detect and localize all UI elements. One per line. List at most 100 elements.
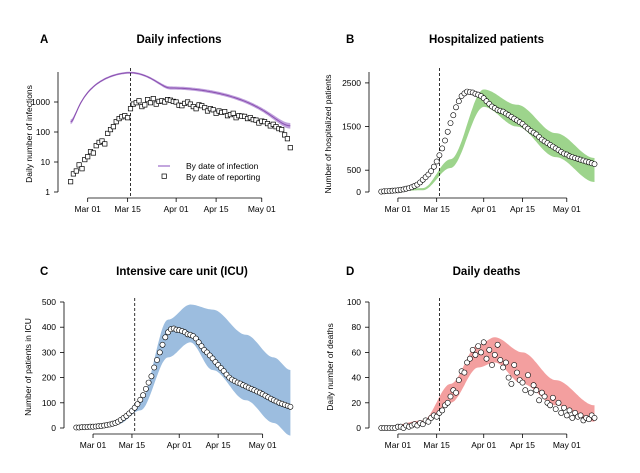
x-tick-label: Mar 01 [80, 440, 107, 450]
data-point [253, 117, 259, 123]
data-point [230, 110, 236, 116]
y-tick-label: 40 [352, 373, 362, 383]
infection-median-line [70, 72, 291, 127]
data-point [90, 150, 96, 156]
data-point [147, 100, 154, 106]
data-point [466, 355, 473, 362]
data-point [486, 346, 493, 353]
data-point [145, 97, 151, 103]
data-point [478, 349, 484, 356]
data-point [572, 409, 578, 416]
data-point [162, 334, 169, 341]
data-point [558, 409, 565, 416]
data-point [444, 399, 451, 406]
data-point [430, 163, 437, 170]
data-point [142, 385, 149, 392]
y-tick-label: 100 [42, 398, 56, 408]
data-point [591, 161, 598, 167]
x-tick-label: Apr 15 [510, 440, 535, 450]
data-point [148, 373, 155, 380]
y-axis-label: Number of hospitalized patients [323, 74, 333, 193]
data-point [514, 369, 520, 376]
data-point [547, 402, 554, 409]
data-point [489, 362, 495, 368]
data-point [125, 115, 131, 121]
uncertainty-band [76, 304, 291, 436]
uncertainty-band [381, 89, 595, 192]
data-point [436, 152, 443, 159]
data-point [195, 339, 202, 346]
x-tick-label: Apr 15 [510, 204, 535, 214]
data-point [134, 401, 141, 407]
data-point [76, 162, 82, 168]
x-tick-label: May 01 [248, 204, 276, 214]
data-point [99, 138, 105, 144]
chart-title: Intensive care unit (ICU) [116, 266, 248, 278]
data-point [483, 355, 490, 362]
data-point [439, 407, 446, 414]
data-point [447, 120, 454, 126]
data-point [450, 112, 457, 119]
data-point [502, 359, 509, 366]
x-tick-label: May 01 [249, 440, 277, 450]
y-tick-label: 1000 [31, 97, 50, 107]
data-point [419, 421, 426, 428]
legend-square-swatch [161, 173, 167, 179]
data-point [461, 369, 468, 376]
data-point [536, 397, 542, 404]
y-axis-label: Daily number of infections [24, 85, 34, 183]
data-point [491, 351, 498, 358]
data-point [193, 106, 199, 112]
x-tick-label: Mar 01 [385, 440, 412, 450]
x-tick-label: May 01 [553, 204, 581, 214]
data-point [105, 130, 111, 136]
y-tick-label: 2500 [342, 78, 361, 88]
y-tick-label: 0 [356, 423, 361, 433]
data-point [93, 143, 99, 149]
data-point [569, 414, 576, 421]
data-point [464, 359, 470, 366]
data-point [530, 382, 537, 389]
data-point [455, 98, 462, 105]
data-point [68, 179, 74, 185]
data-point [439, 145, 446, 152]
data-point [511, 362, 518, 368]
data-point [151, 364, 158, 371]
y-tick-label: 500 [42, 297, 56, 307]
x-tick-label: Mar 01 [385, 204, 412, 214]
data-point [555, 399, 562, 406]
data-point [156, 349, 163, 356]
data-point [222, 109, 228, 115]
y-tick-label: 1 [45, 187, 50, 197]
chart-title: Daily deaths [453, 266, 521, 278]
x-tick-label: Apr 15 [206, 440, 231, 450]
data-point [136, 98, 142, 104]
data-point [210, 107, 216, 113]
data-point [455, 377, 462, 383]
data-point [447, 393, 454, 400]
data-point [428, 168, 434, 174]
x-tick-label: Mar 15 [423, 440, 450, 450]
data-point [522, 387, 529, 394]
data-point [541, 393, 548, 400]
data-point [173, 99, 179, 105]
uncertainty-band [381, 337, 595, 428]
data-point [475, 343, 482, 349]
data-point [525, 372, 531, 378]
y-axis-label: Number of patients in ICU [23, 318, 33, 416]
x-tick-label: Apr 01 [471, 204, 496, 214]
data-point [591, 414, 598, 421]
data-point [70, 171, 76, 177]
data-point [453, 389, 459, 396]
data-point [202, 105, 208, 111]
data-point [472, 351, 479, 358]
y-axis-label: Daily number of deaths [325, 323, 335, 410]
y-tick-label: 100 [36, 127, 50, 137]
y-tick-label: 0 [356, 187, 361, 197]
data-point [154, 357, 160, 363]
panel-c: C Intensive care unit (ICU) Number of pati… [23, 266, 294, 450]
data-point [442, 137, 448, 144]
data-point [159, 341, 166, 348]
data-point [563, 412, 570, 419]
